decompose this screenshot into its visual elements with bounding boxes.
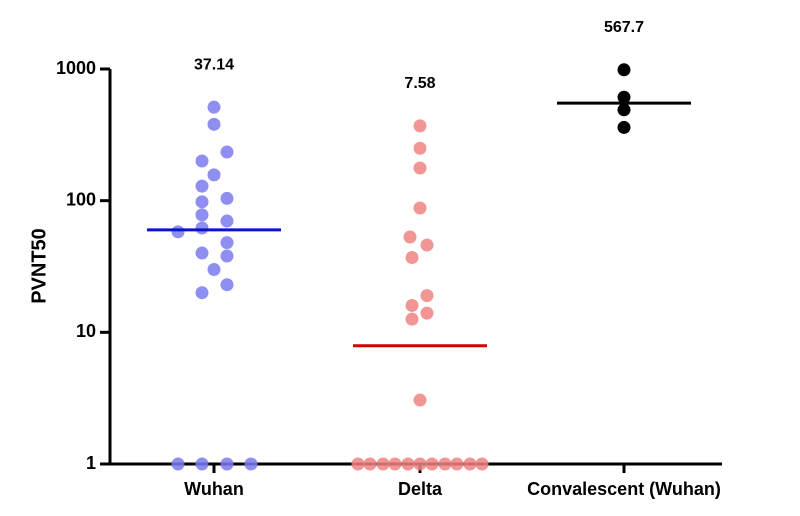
- data-point: [207, 168, 221, 182]
- data-point: [405, 298, 419, 312]
- y-tick-label: 10: [76, 321, 96, 341]
- data-point: [413, 201, 427, 215]
- data-point: [413, 119, 427, 133]
- data-point: [207, 263, 221, 277]
- data-point: [617, 103, 631, 117]
- data-point: [207, 100, 221, 114]
- data-point: [405, 312, 419, 326]
- data-point: [376, 457, 390, 471]
- data-point: [195, 457, 209, 471]
- data-point: [220, 457, 234, 471]
- data-point: [420, 289, 434, 303]
- data-point: [195, 179, 209, 193]
- data-point: [195, 221, 209, 235]
- data-point: [438, 457, 452, 471]
- data-point: [220, 145, 234, 159]
- data-point: [475, 457, 489, 471]
- data-point: [405, 251, 419, 265]
- y-axis-label: PVNT50: [28, 228, 50, 304]
- y-tick-label: 100: [66, 189, 96, 209]
- data-point: [420, 306, 434, 320]
- data-point: [220, 214, 234, 228]
- data-point: [617, 90, 631, 104]
- y-tick-label: 1: [86, 453, 96, 473]
- data-point: [220, 278, 234, 292]
- data-point: [413, 161, 427, 175]
- y-tick-label: 1000: [56, 58, 96, 78]
- x-tick-label: Convalescent (Wuhan): [527, 479, 721, 499]
- data-point: [403, 230, 417, 244]
- data-point: [195, 154, 209, 168]
- data-point: [220, 249, 234, 263]
- data-point: [351, 457, 365, 471]
- data-point: [450, 457, 464, 471]
- data-point: [220, 236, 234, 250]
- data-point: [195, 195, 209, 209]
- data-point: [207, 117, 221, 131]
- data-point: [195, 286, 209, 300]
- data-point: [195, 246, 209, 260]
- data-point: [420, 238, 434, 252]
- data-point: [220, 191, 234, 205]
- annotation: 37.14: [194, 56, 234, 73]
- data-point: [195, 208, 209, 222]
- annotation: 567.7: [604, 19, 644, 36]
- data-point: [401, 457, 415, 471]
- data-point: [363, 457, 377, 471]
- data-point: [413, 141, 427, 155]
- data-point: [388, 457, 402, 471]
- data-point: [463, 457, 477, 471]
- data-point: [425, 457, 439, 471]
- x-tick-label: Delta: [398, 479, 443, 499]
- data-point: [171, 457, 185, 471]
- data-point: [617, 63, 631, 77]
- data-point: [171, 225, 185, 239]
- x-tick-label: Wuhan: [184, 479, 244, 499]
- data-point: [413, 457, 427, 471]
- data-point: [413, 393, 427, 407]
- data-point: [244, 457, 258, 471]
- annotation: 7.58: [404, 75, 435, 92]
- data-point: [617, 120, 631, 134]
